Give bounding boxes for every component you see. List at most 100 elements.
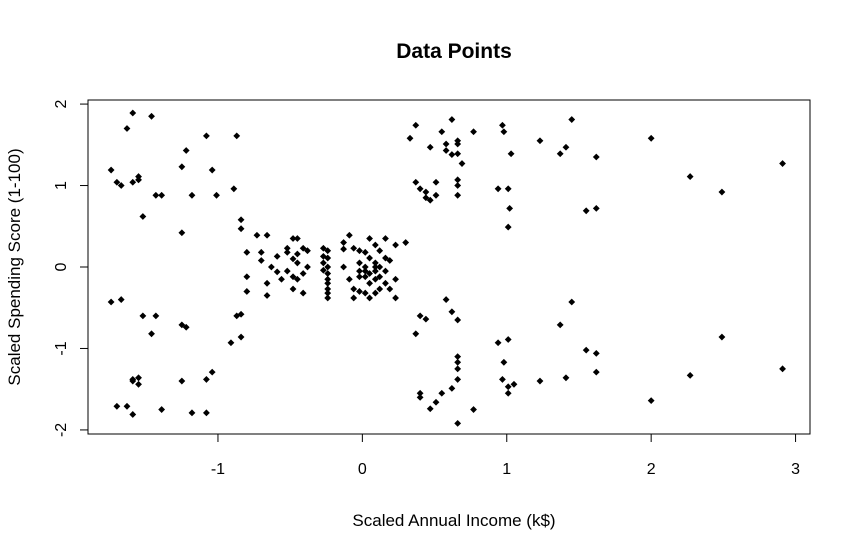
x-tick-label: 1 bbox=[502, 461, 511, 478]
data-point bbox=[293, 235, 301, 242]
data-point bbox=[299, 289, 307, 297]
data-point bbox=[536, 377, 544, 385]
data-point bbox=[237, 225, 245, 233]
data-point bbox=[283, 248, 291, 256]
data-point bbox=[504, 383, 512, 391]
data-point bbox=[448, 384, 456, 392]
data-point bbox=[371, 267, 379, 275]
x-axis-label: Scaled Annual Income (k$) bbox=[352, 511, 555, 530]
data-point bbox=[324, 254, 332, 262]
data-point bbox=[340, 239, 347, 246]
data-point bbox=[304, 247, 311, 255]
data-point bbox=[293, 259, 301, 267]
data-point bbox=[243, 248, 251, 256]
data-point bbox=[592, 368, 600, 376]
data-point bbox=[454, 316, 462, 324]
data-point bbox=[582, 207, 590, 215]
data-point bbox=[293, 250, 301, 258]
data-point bbox=[129, 109, 137, 117]
data-point bbox=[458, 160, 466, 167]
data-point bbox=[454, 140, 462, 148]
data-point bbox=[448, 308, 456, 316]
data-point bbox=[582, 346, 590, 354]
data-point bbox=[283, 244, 291, 252]
data-point bbox=[129, 376, 137, 383]
data-point bbox=[289, 235, 297, 242]
data-point bbox=[416, 185, 424, 193]
data-point bbox=[376, 263, 384, 271]
y-tick-label: 1 bbox=[53, 181, 70, 190]
data-point bbox=[278, 275, 285, 283]
data-point bbox=[152, 312, 160, 320]
data-point bbox=[350, 244, 358, 252]
data-point bbox=[263, 292, 271, 299]
data-point bbox=[356, 267, 363, 275]
data-point bbox=[647, 134, 655, 142]
data-point bbox=[392, 241, 399, 249]
data-point bbox=[299, 244, 307, 252]
data-point bbox=[371, 289, 379, 297]
data-point bbox=[233, 312, 241, 320]
data-point bbox=[779, 160, 786, 167]
data-point bbox=[208, 166, 216, 174]
data-point bbox=[324, 275, 332, 283]
data-point bbox=[494, 339, 502, 347]
data-point bbox=[257, 248, 265, 256]
data-point bbox=[432, 191, 440, 199]
data-point bbox=[113, 178, 121, 186]
data-point bbox=[454, 150, 462, 158]
data-point bbox=[371, 263, 379, 271]
data-point bbox=[324, 294, 332, 302]
data-point bbox=[237, 333, 245, 341]
data-point bbox=[263, 231, 271, 239]
data-point bbox=[454, 191, 462, 199]
data-point bbox=[416, 312, 424, 320]
x-tick-label: -1 bbox=[211, 461, 225, 478]
data-point bbox=[382, 235, 389, 242]
data-point bbox=[504, 185, 512, 193]
data-point bbox=[158, 191, 166, 199]
data-point bbox=[129, 178, 137, 186]
data-point bbox=[647, 397, 655, 404]
data-point bbox=[470, 406, 477, 413]
data-point bbox=[504, 223, 512, 231]
data-point bbox=[718, 333, 726, 341]
data-point bbox=[356, 273, 363, 281]
data-point bbox=[203, 132, 210, 140]
data-point bbox=[263, 279, 271, 287]
data-point bbox=[382, 279, 389, 287]
data-point bbox=[454, 365, 462, 373]
data-point bbox=[273, 253, 281, 260]
data-point bbox=[592, 349, 600, 357]
data-point bbox=[350, 285, 358, 293]
data-point bbox=[152, 191, 160, 199]
data-point bbox=[361, 289, 369, 297]
data-point bbox=[562, 374, 570, 382]
data-point bbox=[426, 143, 434, 151]
data-point bbox=[293, 275, 301, 283]
data-point bbox=[267, 263, 275, 271]
data-point bbox=[203, 409, 210, 417]
data-point bbox=[386, 285, 394, 293]
data-point bbox=[366, 254, 373, 262]
x-axis: -1 0 1 2 3 bbox=[211, 433, 800, 478]
data-point bbox=[510, 380, 518, 388]
data-point bbox=[135, 374, 142, 382]
data-point bbox=[416, 393, 424, 401]
data-point bbox=[178, 377, 186, 385]
data-point bbox=[442, 140, 450, 148]
data-point bbox=[412, 121, 420, 129]
data-point bbox=[324, 263, 332, 271]
data-point bbox=[237, 310, 245, 318]
data-point bbox=[340, 263, 347, 271]
data-point bbox=[506, 204, 514, 212]
data-point bbox=[283, 267, 291, 275]
data-point bbox=[568, 116, 576, 123]
data-point bbox=[432, 398, 440, 406]
data-point bbox=[135, 380, 142, 388]
data-point bbox=[438, 128, 446, 136]
data-point bbox=[422, 188, 430, 196]
data-point bbox=[556, 321, 564, 329]
data-point bbox=[386, 257, 394, 264]
data-point bbox=[556, 150, 564, 158]
